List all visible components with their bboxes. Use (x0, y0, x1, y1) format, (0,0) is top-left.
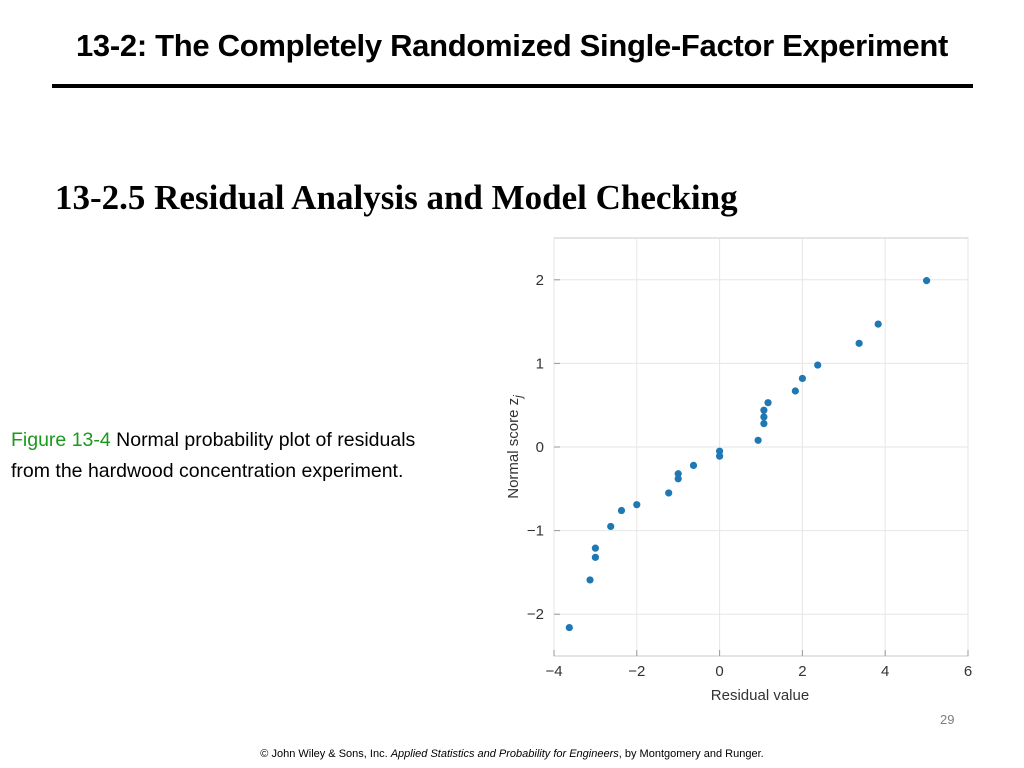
data-point (607, 522, 615, 531)
data-point (633, 501, 641, 509)
page-number: 29 (940, 712, 955, 727)
data-point (814, 361, 822, 369)
y-tick-label: 0 (536, 439, 544, 456)
data-point (565, 623, 573, 632)
x-tick-label: 2 (798, 663, 806, 680)
footer-suffix: , by Montgomery and Runger. (618, 748, 764, 760)
data-point (923, 277, 931, 285)
y-axis-label-main: Normal score z (505, 398, 522, 499)
figure-label: Figure 13-4 (11, 429, 111, 451)
data-points (565, 277, 931, 632)
data-point (665, 489, 673, 497)
data-point (754, 436, 762, 444)
data-point (716, 447, 724, 455)
x-tick-label: 6 (964, 663, 972, 680)
footer-credit: © John Wiley & Sons, Inc. Applied Statis… (0, 748, 1024, 760)
figure-caption: Figure 13-4 Normal probability plot of r… (11, 425, 431, 487)
y-tick-label: −1 (527, 523, 544, 540)
y-tick-label: −2 (527, 606, 544, 623)
y-tick-label: 1 (536, 355, 544, 372)
x-tick-label: −4 (545, 663, 562, 680)
figure-caption-text: Normal probability plot of residuals fro… (11, 429, 416, 482)
data-point (591, 553, 599, 561)
section-heading: 13-2.5 Residual Analysis and Model Check… (55, 178, 738, 217)
data-point (760, 413, 768, 421)
data-point (855, 339, 863, 347)
y-tick-label: 2 (536, 272, 544, 289)
x-axis-label: Residual value (711, 687, 809, 704)
x-tick-label: 0 (715, 663, 723, 680)
data-point (760, 419, 768, 428)
data-point (674, 470, 682, 478)
x-tick-label: −2 (628, 663, 645, 680)
data-point (874, 320, 882, 328)
data-point (689, 461, 698, 469)
data-point (591, 544, 599, 552)
y-axis-label-subscript: j (511, 395, 525, 400)
normal-probability-plot: −4 −2 0 2 4 6 −2 −1 0 1 2 Residual value Normal s… (505, 237, 972, 704)
slide-title: 13-2: The Completely Randomized Single-F… (75, 28, 949, 63)
footer-book-title: Applied Statistics and Probability for E… (390, 748, 619, 760)
y-axis-label: Normal score zj (505, 395, 525, 499)
title-rule (52, 84, 973, 88)
data-point (617, 506, 626, 515)
grid-lines (553, 238, 969, 656)
footer-prefix: © John Wiley & Sons, Inc. (260, 748, 391, 760)
data-point (760, 406, 768, 414)
data-point (764, 399, 772, 407)
data-point (798, 374, 806, 383)
data-point (791, 387, 799, 395)
x-tick-labels: −4 −2 0 2 4 6 (545, 663, 972, 680)
y-tick-labels: −2 −1 0 1 2 (527, 272, 544, 623)
data-point (586, 576, 594, 584)
data-point (716, 452, 724, 460)
x-tick-label: 4 (881, 663, 889, 680)
data-point (674, 475, 682, 483)
